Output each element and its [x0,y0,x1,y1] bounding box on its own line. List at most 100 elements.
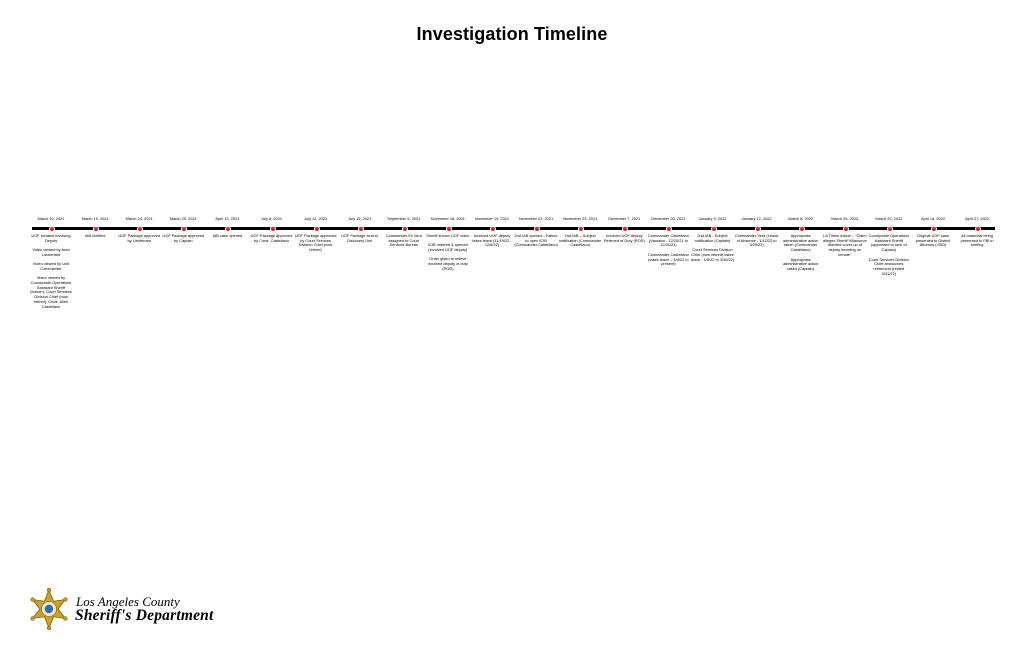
event-marker-dot [357,226,364,232]
sheriff-star-badge-icon [30,587,68,631]
event-marker-dot [181,226,188,232]
event-description: LA Times Article – "Claim alleges Sherif… [823,233,867,262]
event-date: April 14, 2022 [920,216,945,221]
event-description-paragraph: Commander Vera (Leave of Absence - 1/12/… [734,233,779,248]
event-marker-dot [578,226,585,232]
event-date: March 10, 2021 [37,216,65,221]
event-date: July 12, 2021 [304,216,328,221]
event-marker-dot [225,226,232,232]
event-date: March 25, 2021 [169,216,197,221]
event-date: April 13, 2021 [215,216,240,221]
event-description-paragraph: Video viewed by Countywide Operations As… [30,275,72,309]
event-marker-dot [975,226,982,232]
event-date: March 19, 2021 [81,216,109,221]
event-description: UOF Package approved by Court Services D… [294,233,338,258]
event-description: UOF Package approved by Lieutenant [117,233,161,248]
event-description-paragraph: LA Times Article – "Claim alleges Sherif… [823,233,867,257]
event-description: Appropriate administrative action taken … [779,233,823,276]
event-marker-dot [490,226,496,232]
event-description-paragraph: UOF Package approved by Captain [162,233,205,243]
event-description: Commander Eli Vera assigned to Court Ser… [382,233,426,253]
event-description: 2nd IAB opened - Failure to open ICIB (C… [514,233,558,253]
event-description-paragraph: Original UOF case presented to District … [915,233,951,248]
page-title: Investigation Timeline [416,24,608,44]
event-description-paragraph: ICIB ordered & opened (involved UOF depu… [427,242,468,253]
event-description-paragraph: UOF Incident involving Deputy [31,233,71,243]
event-marker-dot [49,226,55,232]
event-description: Involved UOF deputy Relieved of Duty (RO… [602,233,646,248]
event-description: Sheriff shown UOF video ICIB ordered & op… [426,233,470,276]
event-description-paragraph: Video viewed by Area Lieutenant [32,247,70,257]
event-marker-dot [754,226,761,232]
event-description: UOF Package approved by Cmdr. Castellano [250,233,294,248]
event-description-paragraph: UOF Package approved by Lieutenant [118,233,161,243]
timeline-bar [32,227,995,230]
event-marker-dot [401,226,408,232]
event-description-paragraph: Sheriff shown UOF video [426,233,470,238]
event-description-paragraph: Appropriate administrative action taken … [782,233,819,253]
event-description-paragraph: UOF Package approved by Cmdr. Castellano [250,233,293,243]
event-marker-dot [710,226,717,232]
event-date: March 24, 2021 [125,216,153,221]
event-description: All materials being presented to FBI in … [955,233,999,253]
event-description-paragraph: IAB Notified [84,233,106,238]
event-date: December 7, 2021 [608,216,641,221]
logo-line-department: Sheriff's Department [75,607,214,624]
event-description: 2nd IAB – Subject notification (Commande… [558,233,602,253]
event-description: UOF Incident involving Deputy Video viewe… [29,233,73,314]
event-description-paragraph: 2nd IAB - Subject notification (Captain) [694,233,731,243]
sheriff-logo: Los Angeles County Sheriff's Department [28,586,258,634]
event-marker-dot [93,226,100,232]
event-date: July 8, 2021 [261,216,282,221]
event-date: March 25, 2022 [831,216,859,221]
event-date: December 20, 2021 [651,216,686,221]
event-marker-dot [842,226,849,232]
event-date: March 29, 2022 [875,216,903,221]
event-date: April 27, 2022 [965,216,990,221]
event-date: March 8, 2022 [788,216,814,221]
event-description-paragraph: UOF Package sent to Discovery Unit [341,233,379,243]
event-marker-dot [445,226,452,232]
event-description-paragraph: Appropriate administrative action taken … [782,256,819,271]
event-description-paragraph: IAB case opened [212,233,243,238]
event-description-paragraph: Court Services Division Chief (now retir… [690,247,735,262]
event-description-paragraph: 2nd IAB opened - Failure to open ICIB (C… [514,233,558,248]
event-date: January 12, 2022 [741,216,772,221]
event-description-paragraph: Court Services Division Chief announces … [868,256,909,276]
event-marker-dot [798,226,805,232]
logo-line-county: Los Angeles County [76,594,180,609]
event-date: November 23, 2021 [563,216,598,221]
event-description-paragraph: Involved UOF deputy Relieved of Duty (RO… [603,233,645,243]
event-marker-dot [666,226,673,232]
event-description-paragraph: UOF Package approved by Court Services D… [294,233,337,253]
event-description: Original UOF case presented to District … [911,233,955,253]
event-marker-dot [534,226,541,232]
event-description-paragraph: Video viewed by Unit Commander [32,261,70,271]
event-marker-dot [622,226,629,232]
event-description: 2nd IAB - Subject notification (Captain)… [690,233,735,267]
event-description: IAB case opened [205,233,249,243]
event-description-paragraph: Commander Castellano (Vacation - 12/20/2… [647,233,689,248]
event-description-paragraph: Countywide Operations Assistant Sheriff … [868,233,910,253]
event-description: Commander Vera (Leave of Absence - 1/12/… [734,233,779,253]
event-description-paragraph: 2nd IAB – Subject notification (Commande… [558,233,602,248]
event-marker-dot [313,226,320,232]
event-description: Countywide Operations Assistant Sheriff … [867,233,911,281]
event-marker-dot [886,226,893,232]
event-description: UOF Package sent to Discovery Unit [338,233,382,248]
event-description: UOF Package approved by Captain [161,233,205,248]
event-date: July 15, 2021 [348,216,372,221]
event-date: November 23, 2021 [519,216,554,221]
event-description: Involved UOF deputy takes leave (11/19/2… [470,233,514,253]
event-description-paragraph: Commander Castellano (takes leave – 1/4/… [647,251,689,267]
event-description-paragraph: Involved UOF deputy takes leave (11/19/2… [472,233,512,248]
event-marker-dot [931,226,937,232]
event-date: November 19, 2021 [474,216,510,221]
event-description-paragraph: Order given to relieve involved deputy o… [427,256,468,271]
event-description-paragraph: All materials being presented to FBI in … [960,233,994,248]
event-marker-dot [137,226,144,232]
event-date: September 5, 2021 [387,216,421,221]
event-marker-dot [269,226,276,232]
event-description: IAB Notified [73,233,117,243]
event-description-paragraph: Commander Eli Vera assigned to Court Ser… [385,233,422,248]
